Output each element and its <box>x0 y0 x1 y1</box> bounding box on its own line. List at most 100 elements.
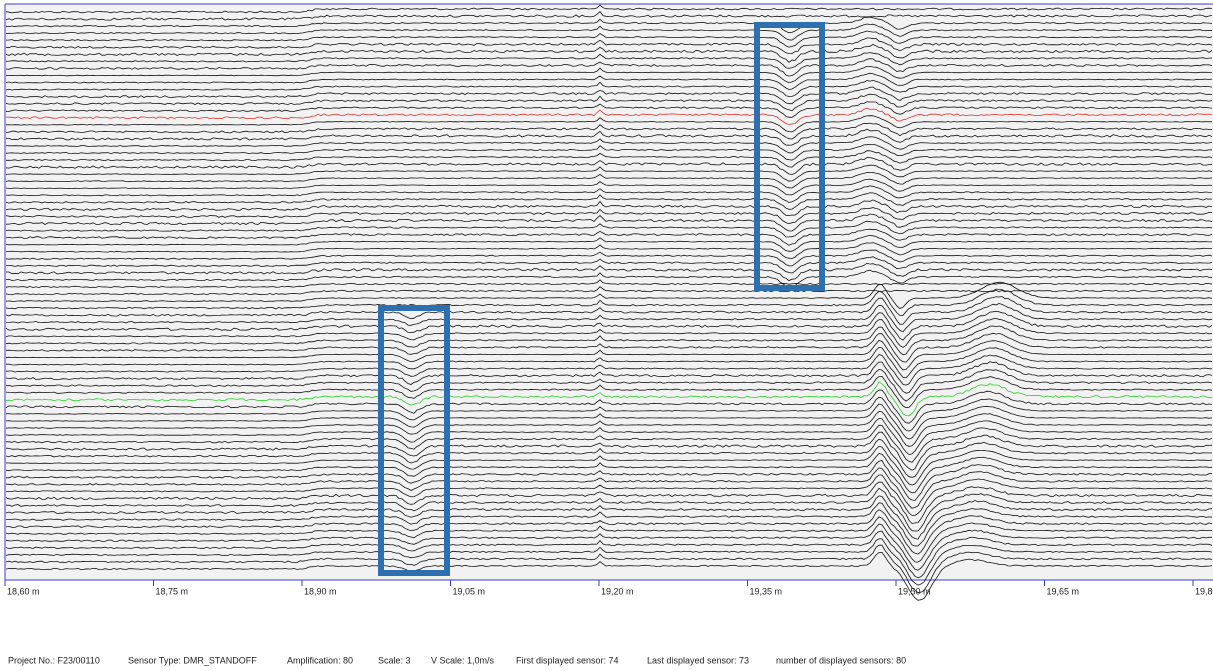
trace <box>5 279 1213 289</box>
trace <box>5 11 1213 21</box>
trace <box>5 452 1213 494</box>
trace <box>5 23 1213 41</box>
tick-label: 18,90 m <box>304 586 337 596</box>
trace <box>5 281 1213 309</box>
trace <box>5 242 1212 259</box>
tick-label: 19,65 m <box>1047 586 1080 596</box>
trace <box>5 93 1213 112</box>
trace <box>5 530 1213 579</box>
trace <box>6 487 1213 532</box>
traces <box>5 4 1213 601</box>
trace <box>5 481 1212 524</box>
trace <box>5 318 1213 348</box>
tick-label: 19,80 m <box>1195 586 1213 596</box>
trace <box>5 171 1213 189</box>
status-item: First displayed sensor: 74 <box>516 655 619 665</box>
tick-label: 18,75 m <box>156 586 189 596</box>
trace <box>5 303 1213 333</box>
trace <box>5 136 1213 154</box>
trace <box>5 516 1213 563</box>
trace <box>5 346 1213 379</box>
trace <box>5 381 1213 417</box>
trace <box>5 509 1213 555</box>
trace <box>5 538 1213 586</box>
trace <box>5 157 1213 175</box>
trace <box>5 228 1213 246</box>
plot-area <box>5 4 1213 580</box>
trace <box>5 325 1213 356</box>
status-bar: Project No.: F23/00110 Sensor Type: DMR_S… <box>8 655 906 665</box>
trace <box>5 361 1213 394</box>
trace <box>5 474 1213 516</box>
tick-label: 19,05 m <box>453 586 486 596</box>
trace <box>5 144 1213 161</box>
trace <box>5 256 1213 274</box>
trace <box>6 424 1213 463</box>
trace <box>5 310 1213 341</box>
trace <box>5 72 1213 90</box>
trace <box>5 551 1213 601</box>
trace <box>5 44 1213 63</box>
tick-label: 19,50 m <box>898 586 931 596</box>
trace <box>5 467 1213 509</box>
trace <box>6 460 1213 501</box>
trace <box>5 269 1213 288</box>
tick-label: 19,20 m <box>601 586 634 596</box>
tick-label: 18,60 m <box>7 586 40 596</box>
trace <box>5 122 1213 140</box>
status-item: Scale: 3 <box>378 655 411 665</box>
trace <box>5 396 1212 432</box>
trace <box>5 403 1213 440</box>
trace <box>5 375 1213 409</box>
x-axis: 18,60 m 18,75 m 18,90 m 19,05 m 19,20 m 19,35… <box>4 580 1213 596</box>
trace <box>5 128 1213 146</box>
status-item: Project No.: F23/00110 <box>8 655 100 665</box>
highlight-box <box>378 305 450 576</box>
trace <box>5 79 1213 97</box>
trace <box>5 107 1213 125</box>
trace <box>5 101 1213 118</box>
highlight-box <box>754 22 825 291</box>
trace <box>5 445 1213 486</box>
trace <box>5 296 1213 325</box>
trace <box>5 288 1212 316</box>
trace <box>5 368 1213 402</box>
trace <box>5 185 1213 203</box>
trace <box>6 115 1213 133</box>
trace <box>5 37 1213 55</box>
trace <box>5 192 1212 210</box>
trace <box>5 66 1212 84</box>
trace <box>5 164 1213 182</box>
trace <box>5 544 1213 594</box>
trace <box>5 249 1213 267</box>
trace <box>5 30 1213 48</box>
trace <box>5 178 1213 196</box>
trace <box>5 332 1213 363</box>
status-item: Sensor Type: DMR_STANDOFF <box>128 655 257 665</box>
trace <box>5 199 1213 216</box>
trace <box>5 234 1212 252</box>
trace <box>5 523 1212 571</box>
trace <box>5 389 1213 424</box>
trace <box>5 495 1213 540</box>
status-item: Amplification: 80 <box>287 655 353 665</box>
trace <box>5 431 1213 471</box>
status-item: number of displayed sensors: 80 <box>776 655 906 665</box>
trace <box>5 52 1213 69</box>
trace <box>5 220 1213 238</box>
trace <box>5 213 1213 232</box>
status-item: V Scale: 1,0m/s <box>431 655 495 665</box>
trace <box>5 286 1213 296</box>
trace <box>5 207 1213 225</box>
trace <box>5 438 1213 478</box>
trace <box>5 502 1213 547</box>
trace <box>5 354 1213 386</box>
trace <box>5 4 1213 14</box>
trace <box>5 418 1212 455</box>
trace <box>6 262 1213 282</box>
tick-label: 19,35 m <box>750 586 783 596</box>
trace <box>5 16 1213 34</box>
trace <box>6 150 1213 168</box>
